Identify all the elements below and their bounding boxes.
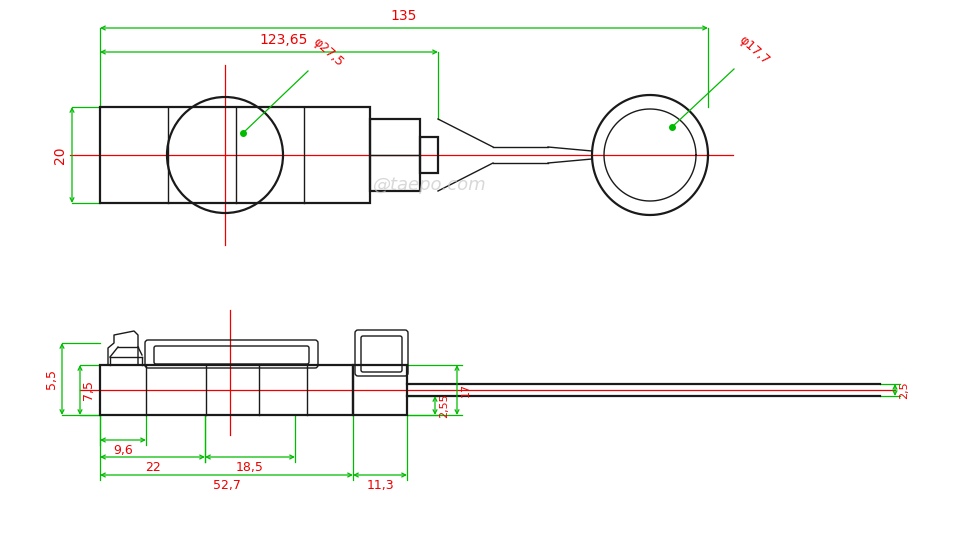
Text: 7,5: 7,5 — [82, 380, 95, 400]
Text: 11,3: 11,3 — [367, 479, 394, 492]
Text: 123,65: 123,65 — [259, 33, 308, 47]
Text: 9,6: 9,6 — [113, 444, 133, 457]
Bar — [420, 137, 438, 173]
Text: 135: 135 — [390, 9, 417, 23]
Text: φ27,5: φ27,5 — [310, 35, 345, 69]
Text: φ17,7: φ17,7 — [736, 33, 771, 67]
Text: 17: 17 — [461, 383, 471, 397]
Text: 2,55: 2,55 — [439, 393, 449, 418]
Bar — [370, 119, 420, 191]
Text: 2,5: 2,5 — [899, 381, 909, 399]
Text: @taepo.com: @taepo.com — [373, 176, 487, 194]
Bar — [100, 107, 370, 203]
Text: 52,7: 52,7 — [212, 479, 240, 492]
Text: 18,5: 18,5 — [236, 461, 264, 474]
Text: 22: 22 — [145, 461, 161, 474]
Bar — [100, 365, 353, 415]
Text: 5,5: 5,5 — [45, 369, 58, 389]
Text: 20: 20 — [53, 146, 67, 164]
Bar — [353, 365, 407, 415]
